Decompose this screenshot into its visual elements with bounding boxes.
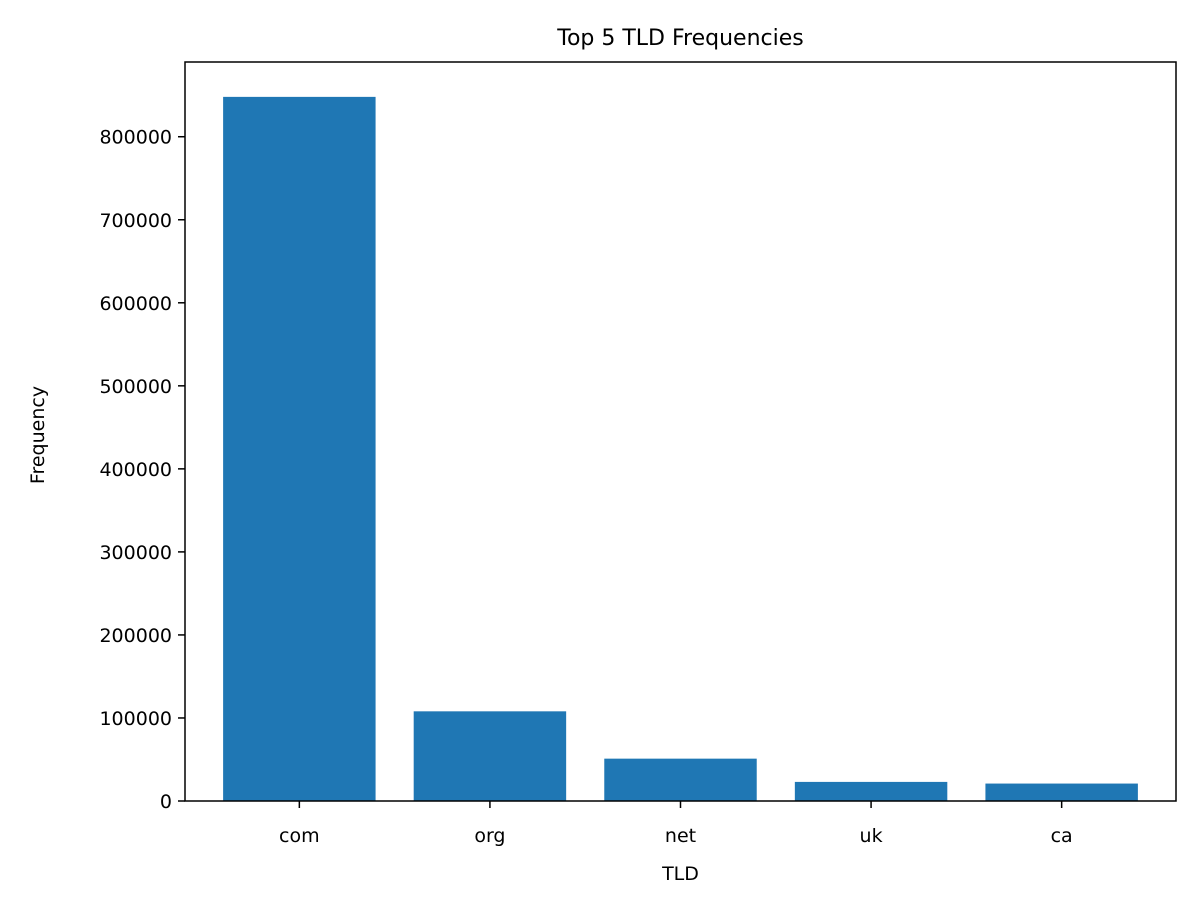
x-axis-ticks: com org net uk ca	[279, 801, 1073, 847]
y-tick-label: 200000	[99, 625, 172, 647]
bar-com	[223, 96, 376, 802]
bars-group	[223, 96, 1138, 802]
bar-uk	[794, 781, 948, 801]
y-tick-label: 800000	[99, 127, 172, 149]
bar-net	[604, 758, 757, 801]
x-axis-label: TLD	[661, 863, 699, 885]
x-tick-label: com	[279, 825, 320, 847]
chart-title: Top 5 TLD Frequencies	[556, 26, 803, 51]
bar-ca	[985, 783, 1138, 801]
x-tick-label: ca	[1051, 825, 1073, 847]
y-tick-label: 400000	[99, 459, 172, 481]
x-tick-label: org	[474, 825, 505, 847]
y-tick-label: 700000	[99, 210, 172, 232]
x-tick-label: uk	[860, 825, 883, 847]
y-tick-label: 100000	[99, 708, 172, 730]
x-tick-label: net	[665, 825, 696, 847]
y-tick-label: 300000	[99, 542, 172, 564]
y-tick-label: 600000	[99, 293, 172, 315]
bar-org	[413, 711, 567, 801]
y-axis-label: Frequency	[27, 386, 49, 484]
y-tick-label: 0	[160, 791, 172, 813]
y-axis-ticks: 0 100000 200000 300000 400000 500000 600000 700…	[99, 127, 185, 813]
y-tick-label: 500000	[99, 376, 172, 398]
